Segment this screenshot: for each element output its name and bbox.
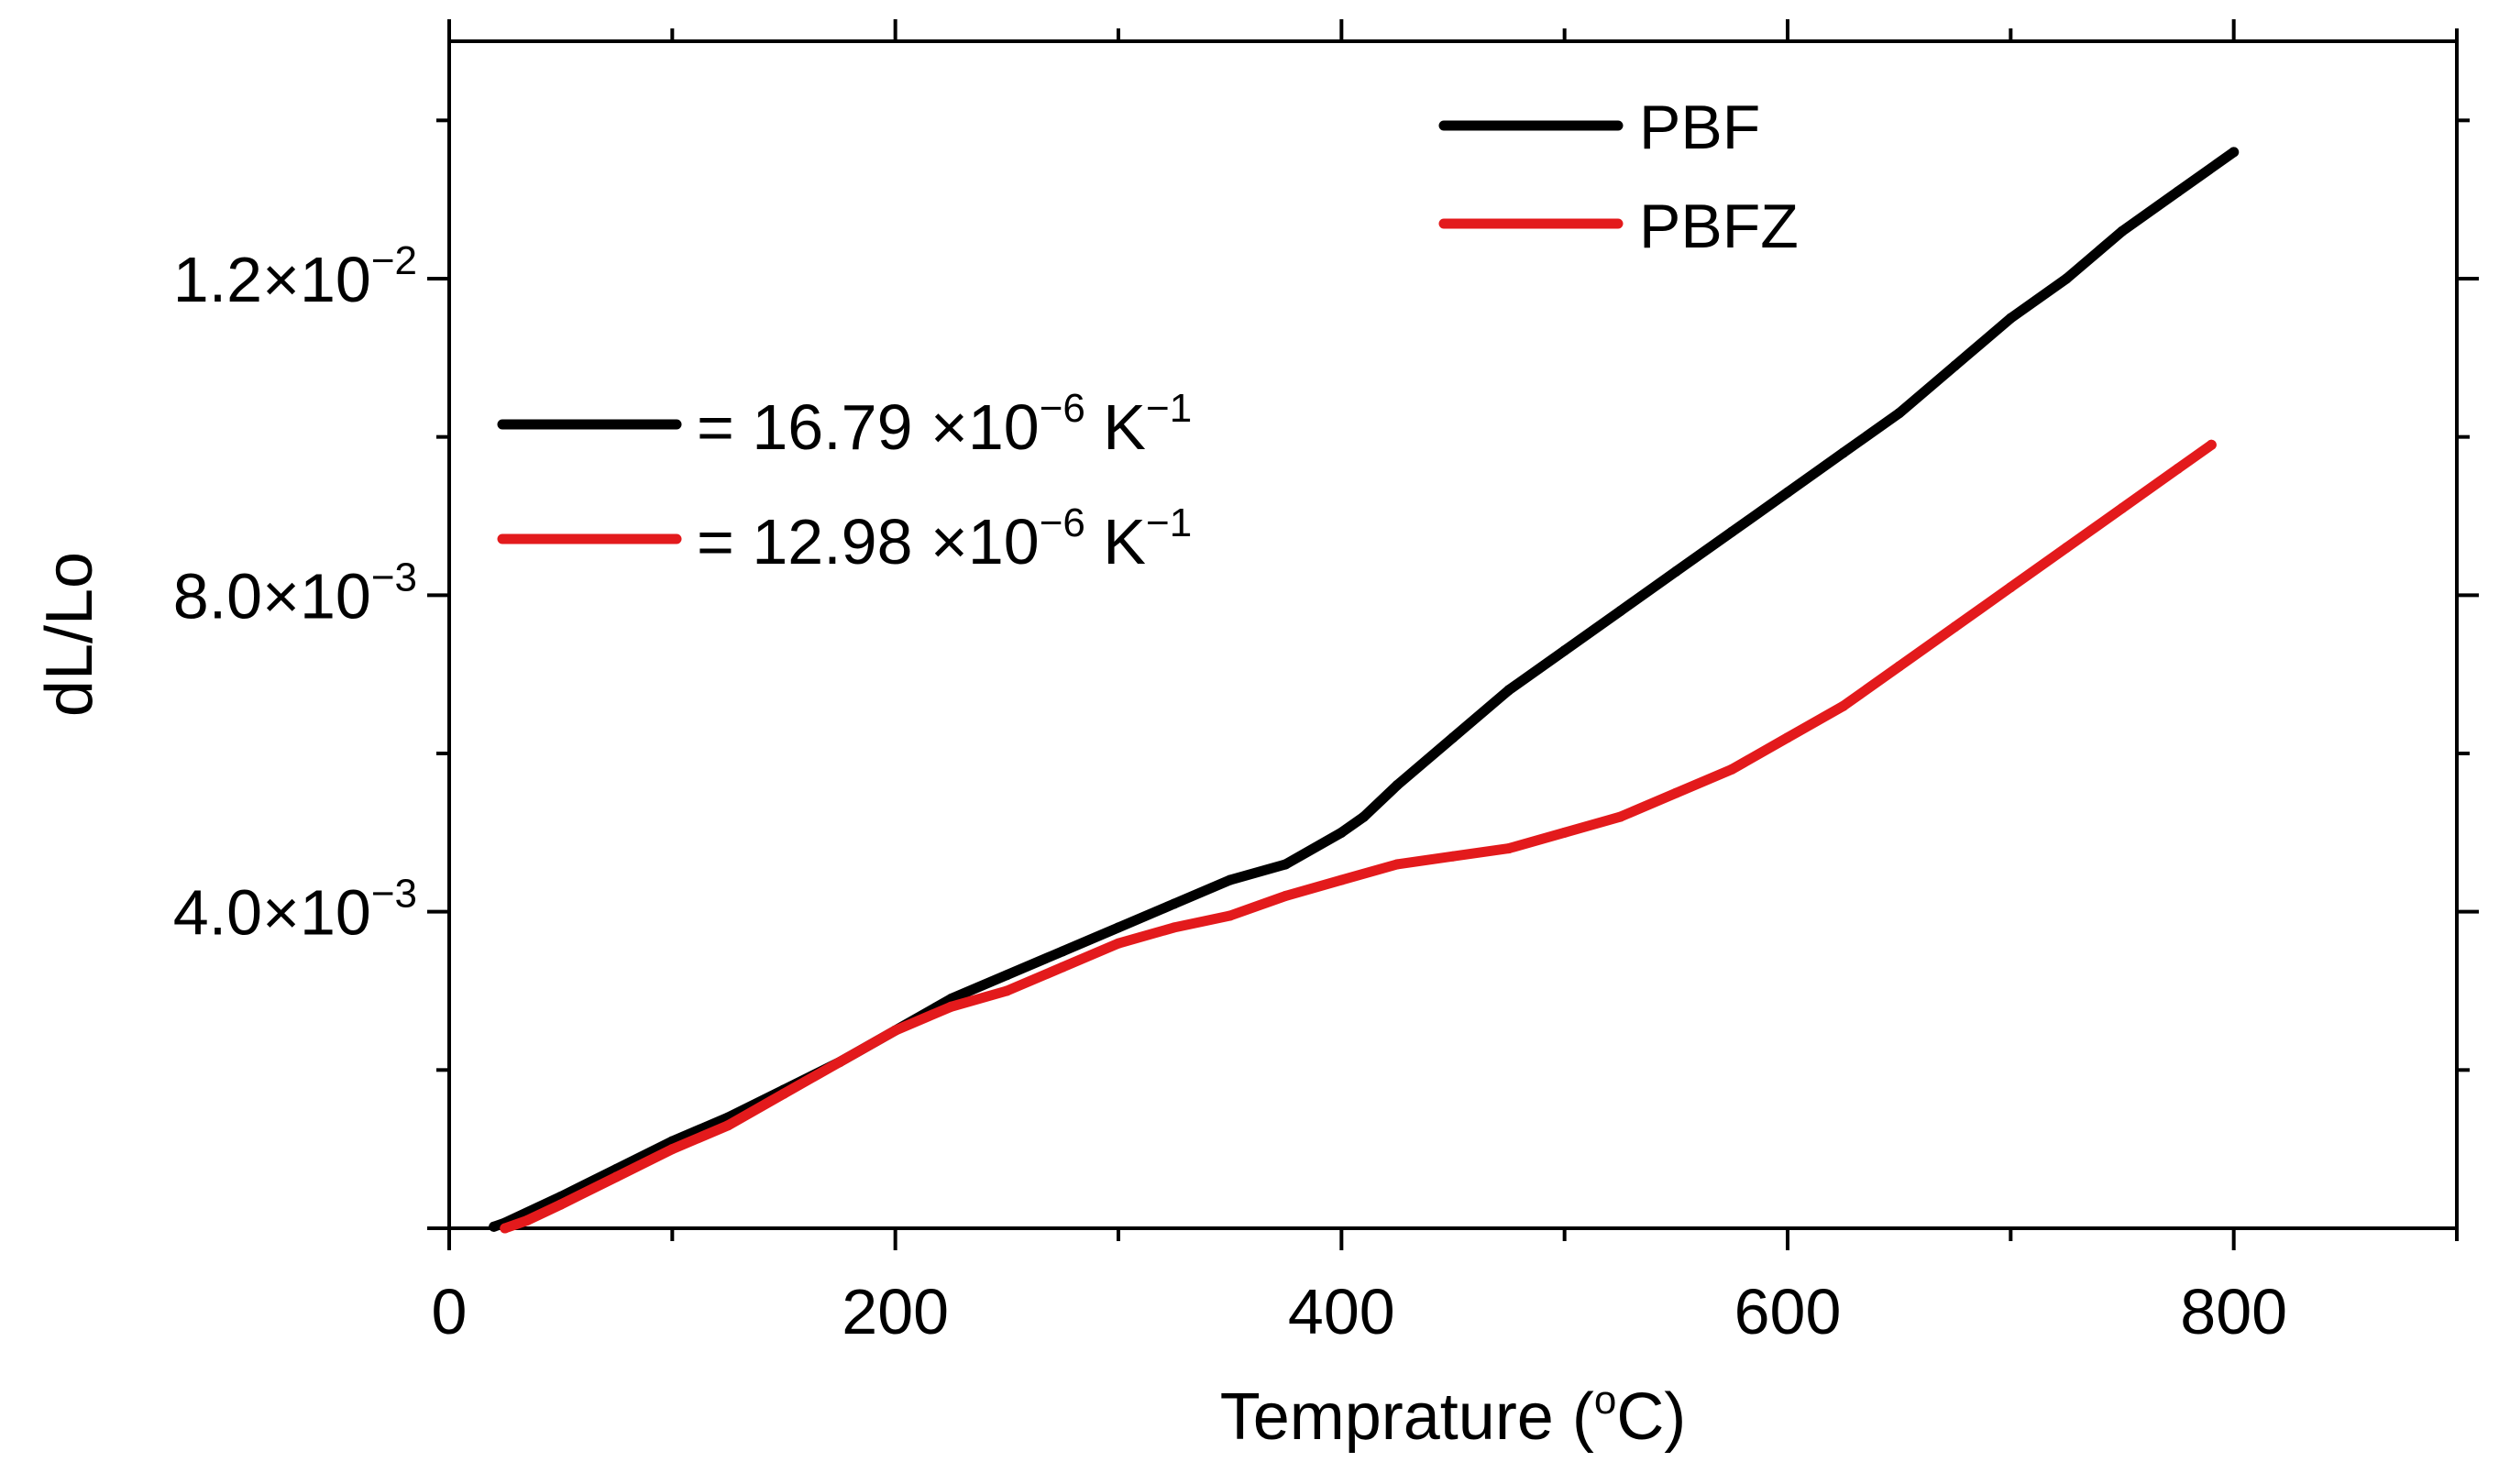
cte-label-pbfz: = 12.98 ×10−6 K−1 (697, 500, 1192, 577)
x-tick-label: 400 (1288, 1276, 1395, 1347)
legend: PBF PBFZ (1438, 93, 1799, 261)
data-point-pbf (1359, 811, 1370, 822)
data-point-pbfz (1001, 985, 1012, 996)
data-point-pbf (1281, 859, 1291, 870)
legend-label-pbf: PBF (1639, 93, 1760, 162)
data-point-pbfz (2173, 463, 2184, 474)
data-point-pbf (1726, 526, 1737, 537)
data-point-pbfz (834, 1057, 845, 1068)
x-tick-label: 200 (842, 1276, 949, 1347)
data-point-pbfz (2061, 543, 2072, 554)
data-point-pbfz (2005, 582, 2016, 593)
x-axis-title-degree: o (1594, 1378, 1616, 1423)
data-point-pbfz (1225, 910, 1236, 921)
data-point-pbf (1336, 827, 1347, 838)
x-axis-title-main: Temprature ( (1220, 1380, 1594, 1454)
data-point-pbfz (2117, 502, 2128, 513)
data-point-pbfz (666, 1144, 677, 1155)
data-point-pbfz (1838, 700, 1849, 711)
data-point-pbfz (778, 1088, 789, 1099)
data-point-pbfz (1503, 843, 1514, 854)
data-point-pbf (1057, 946, 1068, 957)
data-point-pbf (1225, 874, 1236, 885)
data-point-pbfz (1615, 811, 1625, 822)
x-tick-label: 600 (1734, 1276, 1842, 1347)
data-point-pbfz (890, 1025, 901, 1036)
data-point-pbf (1503, 685, 1514, 696)
legend-label-pbfz: PBFZ (1639, 192, 1799, 261)
data-point-pbf (1392, 780, 1403, 791)
data-point-pbfz (1336, 874, 1347, 885)
data-point-pbf (1169, 898, 1180, 909)
data-point-pbf (2173, 186, 2184, 197)
data-point-pbfz (556, 1199, 567, 1210)
data-point-pbf (1838, 447, 1849, 458)
data-point-pbfz (1392, 859, 1403, 870)
data-point-pbfz (1950, 621, 1960, 632)
x-tick-label: 800 (2180, 1276, 2287, 1347)
data-point-pbfz (1448, 851, 1459, 862)
cte-label-pbf: = 16.79 ×10−6 K−1 (697, 386, 1192, 463)
data-point-pbfz (611, 1171, 622, 1182)
data-point-pbfz (1057, 962, 1068, 973)
data-point-pbf (2061, 273, 2072, 284)
data-point-pbfz (1726, 764, 1737, 775)
series-line-pbf (489, 147, 2240, 1232)
data-point-pbf (1670, 566, 1681, 577)
x-axis-title-unit: C) (1616, 1380, 1686, 1454)
y-tick-label: 1.2×10−2 (173, 238, 417, 315)
cte-annotations: = 16.79 ×10−6 K−1 = 12.98 ×10−6 K−1 (497, 386, 1192, 577)
data-point-pbfz (1670, 787, 1681, 798)
data-point-pbfz (1281, 890, 1291, 901)
y-axis-title: dL/Lo (33, 552, 106, 717)
data-point-pbfz (1113, 938, 1124, 949)
data-point-pbfz (946, 1001, 956, 1012)
data-point-pbf (1448, 732, 1459, 743)
data-point-pbfz (1559, 827, 1570, 838)
data-point-pbf (2005, 313, 2016, 324)
data-point-pbf (1113, 922, 1124, 933)
data-point-pbf (1782, 487, 1793, 498)
data-point-pbfz (1894, 661, 1905, 672)
data-point-pbf (1950, 360, 1960, 371)
data-point-pbf (1894, 408, 1905, 419)
data-point-pbf (2229, 147, 2240, 158)
plot-frame (447, 39, 2459, 1230)
data-point-pbf (2117, 225, 2128, 236)
data-point-pbfz (500, 1223, 511, 1234)
data-point-pbfz (2206, 439, 2217, 450)
axis-tick-labels: 0 200 400 600 800 4.0×10−3 8.0×10−3 1.2×10−2 (173, 238, 2287, 1347)
axis-ticks (427, 19, 2479, 1250)
data-point-pbfz (522, 1215, 533, 1226)
x-axis-title: Temprature (oC) (1220, 1378, 1687, 1454)
y-tick-label: 4.0×10−3 (173, 872, 417, 949)
series-lines (489, 147, 2240, 1234)
data-point-pbf (489, 1221, 500, 1232)
x-tick-label: 0 (432, 1276, 468, 1347)
data-point-pbfz (1782, 732, 1793, 743)
data-point-pbf (1001, 970, 1012, 981)
data-point-pbf (1559, 645, 1570, 656)
y-tick-label: 8.0×10−3 (173, 555, 417, 632)
data-point-pbfz (1169, 922, 1180, 933)
data-point-pbfz (722, 1120, 733, 1131)
data-point-pbf (1615, 606, 1625, 617)
